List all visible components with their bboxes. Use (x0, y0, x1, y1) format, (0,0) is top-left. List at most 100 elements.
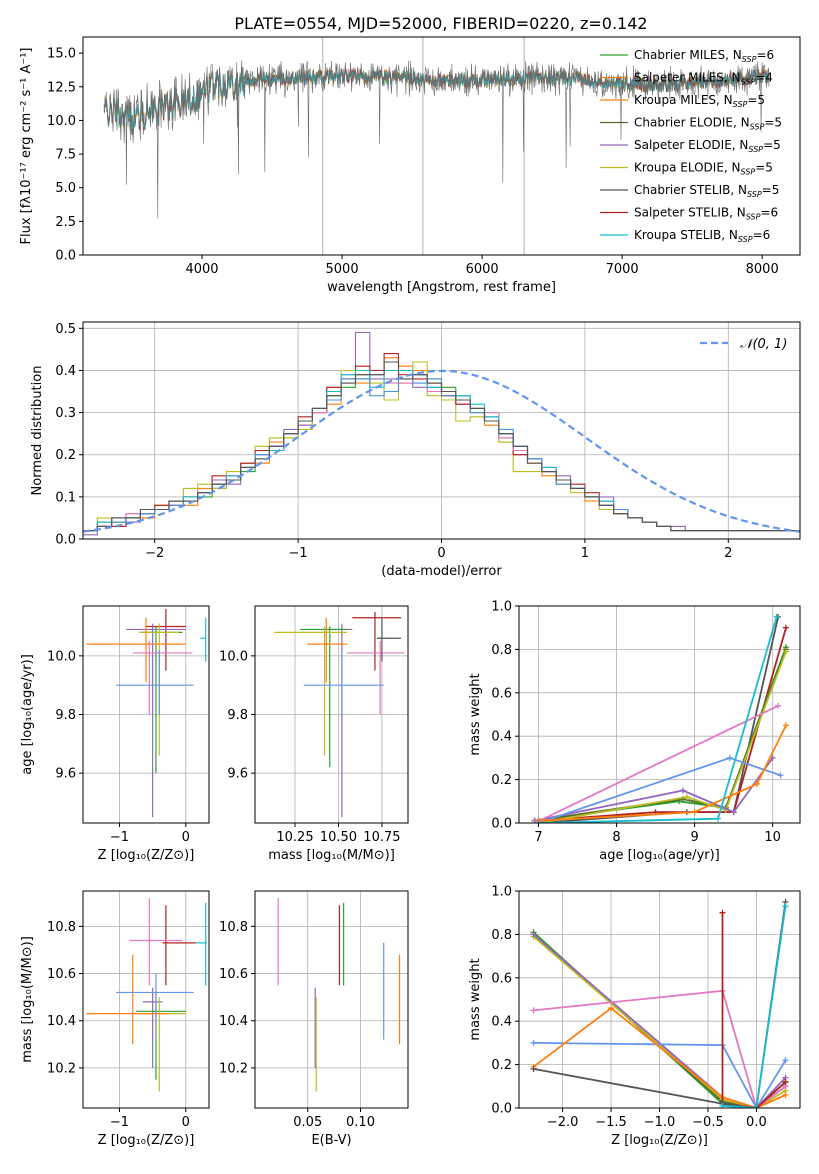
plot-area (83, 331, 800, 536)
mass-weight-marker (530, 931, 537, 938)
mass-weight-marker (730, 809, 737, 816)
mass-weight-marker (782, 648, 789, 655)
mass-weight-marker (530, 1065, 537, 1072)
mass-weight-line (533, 989, 787, 1108)
mass-weight-marker (775, 702, 782, 709)
mass-weight-marker (782, 722, 789, 729)
mass-weight-line (534, 704, 779, 823)
plot-area (86, 898, 208, 1092)
axes-frame (254, 890, 409, 1109)
y-tick-label: 0.0 (55, 533, 76, 548)
y-tick-label: 10.6 (219, 967, 248, 982)
x-axis-label: Z [log₁₀(Z/Z⊙)] (98, 1133, 195, 1148)
y-tick-label: 10.0 (47, 114, 76, 129)
y-tick-label: 7.5 (55, 148, 76, 163)
legend-label: Salpeter STELIB, NSSP=6 (634, 206, 778, 222)
x-tick-label: 10 (764, 830, 781, 845)
y-tick-label: 10.0 (47, 649, 76, 664)
x-tick-label: 9 (690, 830, 698, 845)
mass-weight-marker (782, 1091, 789, 1098)
y-tick-label: 10.0 (219, 649, 248, 664)
y-tick-label: 0.2 (55, 448, 76, 463)
x-tick-label: 2 (724, 546, 732, 561)
y-tick-label: 5.0 (55, 181, 76, 196)
y-tick-label: 0.6 (491, 686, 512, 701)
normal-curve (83, 369, 800, 533)
x-tick-label: 0.10 (346, 1115, 375, 1130)
y-tick-label: 10.8 (219, 920, 248, 935)
x-tick-label: 7000 (606, 262, 639, 277)
observed-spectrum-line (103, 60, 770, 219)
mass-weight-marker (782, 903, 789, 910)
mass-weight-marker (773, 613, 780, 620)
y-axis-label: mass [log₁₀(M/M⊙)] (20, 936, 35, 1063)
x-tick-label: 0.05 (293, 1115, 322, 1130)
y-tick-label: 0.3 (55, 406, 76, 421)
y-axis-label: Flux [fλ10⁻¹⁷ erg cm⁻² s⁻¹ A⁻¹] (19, 48, 34, 245)
x-tick-label: −2.0 (547, 1115, 579, 1130)
legend-label: Salpeter ELODIE, NSSP=5 (634, 138, 781, 154)
mass-weight-marker (608, 1005, 615, 1012)
legend-label: Kroupa ELODIE, NSSP=5 (634, 161, 773, 177)
mass-weight-line (722, 906, 787, 1108)
y-axis-label: mass weight (468, 673, 483, 755)
y-tick-label: 0.2 (491, 1058, 512, 1073)
x-tick-label: 4000 (185, 262, 218, 277)
x-axis-label: wavelength [Angstrom, rest frame] (327, 280, 556, 295)
x-tick-label: 10.75 (363, 830, 400, 845)
y-tick-label: 9.8 (55, 708, 76, 723)
mass-weight-marker (782, 1078, 789, 1085)
x-tick-label: 6000 (466, 262, 499, 277)
x-tick-label: −1 (289, 546, 308, 561)
x-tick-label: −1 (110, 830, 129, 845)
y-tick-label: 0.5 (55, 322, 76, 337)
plot-area (531, 613, 789, 823)
y-tick-label: 9.6 (227, 767, 248, 782)
x-axis-label: Z [log₁₀(Z/Z⊙)] (611, 1133, 708, 1148)
x-tick-label: 10.25 (276, 830, 313, 845)
x-tick-label: 0 (182, 830, 190, 845)
plot-area (277, 898, 401, 1092)
mass-weight-marker (715, 815, 722, 822)
y-tick-label: 12.5 (47, 80, 76, 95)
y-tick-label: 0.8 (491, 928, 512, 943)
age-vs-mass-panel: 10.25 10.50 10.75 9.6 9.8 10.0 mass [log₁₀(M/M… (219, 605, 409, 863)
mass-weight-marker (782, 1057, 789, 1064)
plot-area (86, 608, 207, 818)
y-tick-label: 10.8 (47, 920, 76, 935)
mass-vs-metallicity-panel: −1 0 10.2 10.4 10.6 10.8 Z [log₁₀(Z/Z⊙)] mass [… (20, 890, 210, 1148)
y-axis-label: Normed distribution (30, 366, 45, 496)
y-tick-label: 0.4 (491, 730, 512, 745)
mass-weight-marker (683, 793, 690, 800)
legend-label: 𝒩(0, 1) (740, 337, 787, 352)
x-tick-label: 5000 (326, 262, 359, 277)
x-tick-label: −0.5 (692, 1115, 724, 1130)
y-tick-label: 0.1 (55, 490, 76, 505)
x-tick-label: 0 (437, 546, 445, 561)
y-tick-label: 10.4 (219, 1014, 248, 1029)
y-tick-label: 1.0 (491, 600, 512, 615)
legend-label: Salpeter MILES, NSSP=4 (634, 71, 773, 87)
mass-weight-line (533, 1042, 787, 1108)
y-tick-label: 9.8 (227, 708, 248, 723)
y-tick-label: 2.5 (55, 215, 76, 230)
mass-weight-marker (535, 820, 542, 823)
y-tick-label: 0.0 (491, 817, 512, 832)
y-tick-label: 15.0 (47, 47, 76, 62)
y-tick-label: 0.4 (55, 364, 76, 379)
y-tick-label: 9.6 (55, 767, 76, 782)
axes-frame (518, 605, 801, 824)
y-tick-label: 0.0 (55, 249, 76, 264)
y-tick-label: 10.2 (47, 1061, 76, 1076)
x-tick-label: 8 (612, 830, 620, 845)
residual-histogram (83, 361, 800, 532)
y-tick-label: 10.4 (47, 1014, 76, 1029)
y-tick-label: 10.6 (47, 967, 76, 982)
mass-weight-line (538, 725, 787, 822)
figure-title: PLATE=0554, MJD=52000, FIBERID=0220, z=0… (234, 14, 647, 33)
age-vs-metallicity-panel: −1 0 9.6 9.8 10.0 Z [log₁₀(Z/Z⊙)] age [log₁₀(a… (20, 605, 210, 863)
axes-frame (82, 890, 210, 1109)
x-axis-label: mass [log₁₀(M/M⊙)] (268, 848, 395, 863)
x-axis-label: (data-model)/error (381, 564, 502, 579)
